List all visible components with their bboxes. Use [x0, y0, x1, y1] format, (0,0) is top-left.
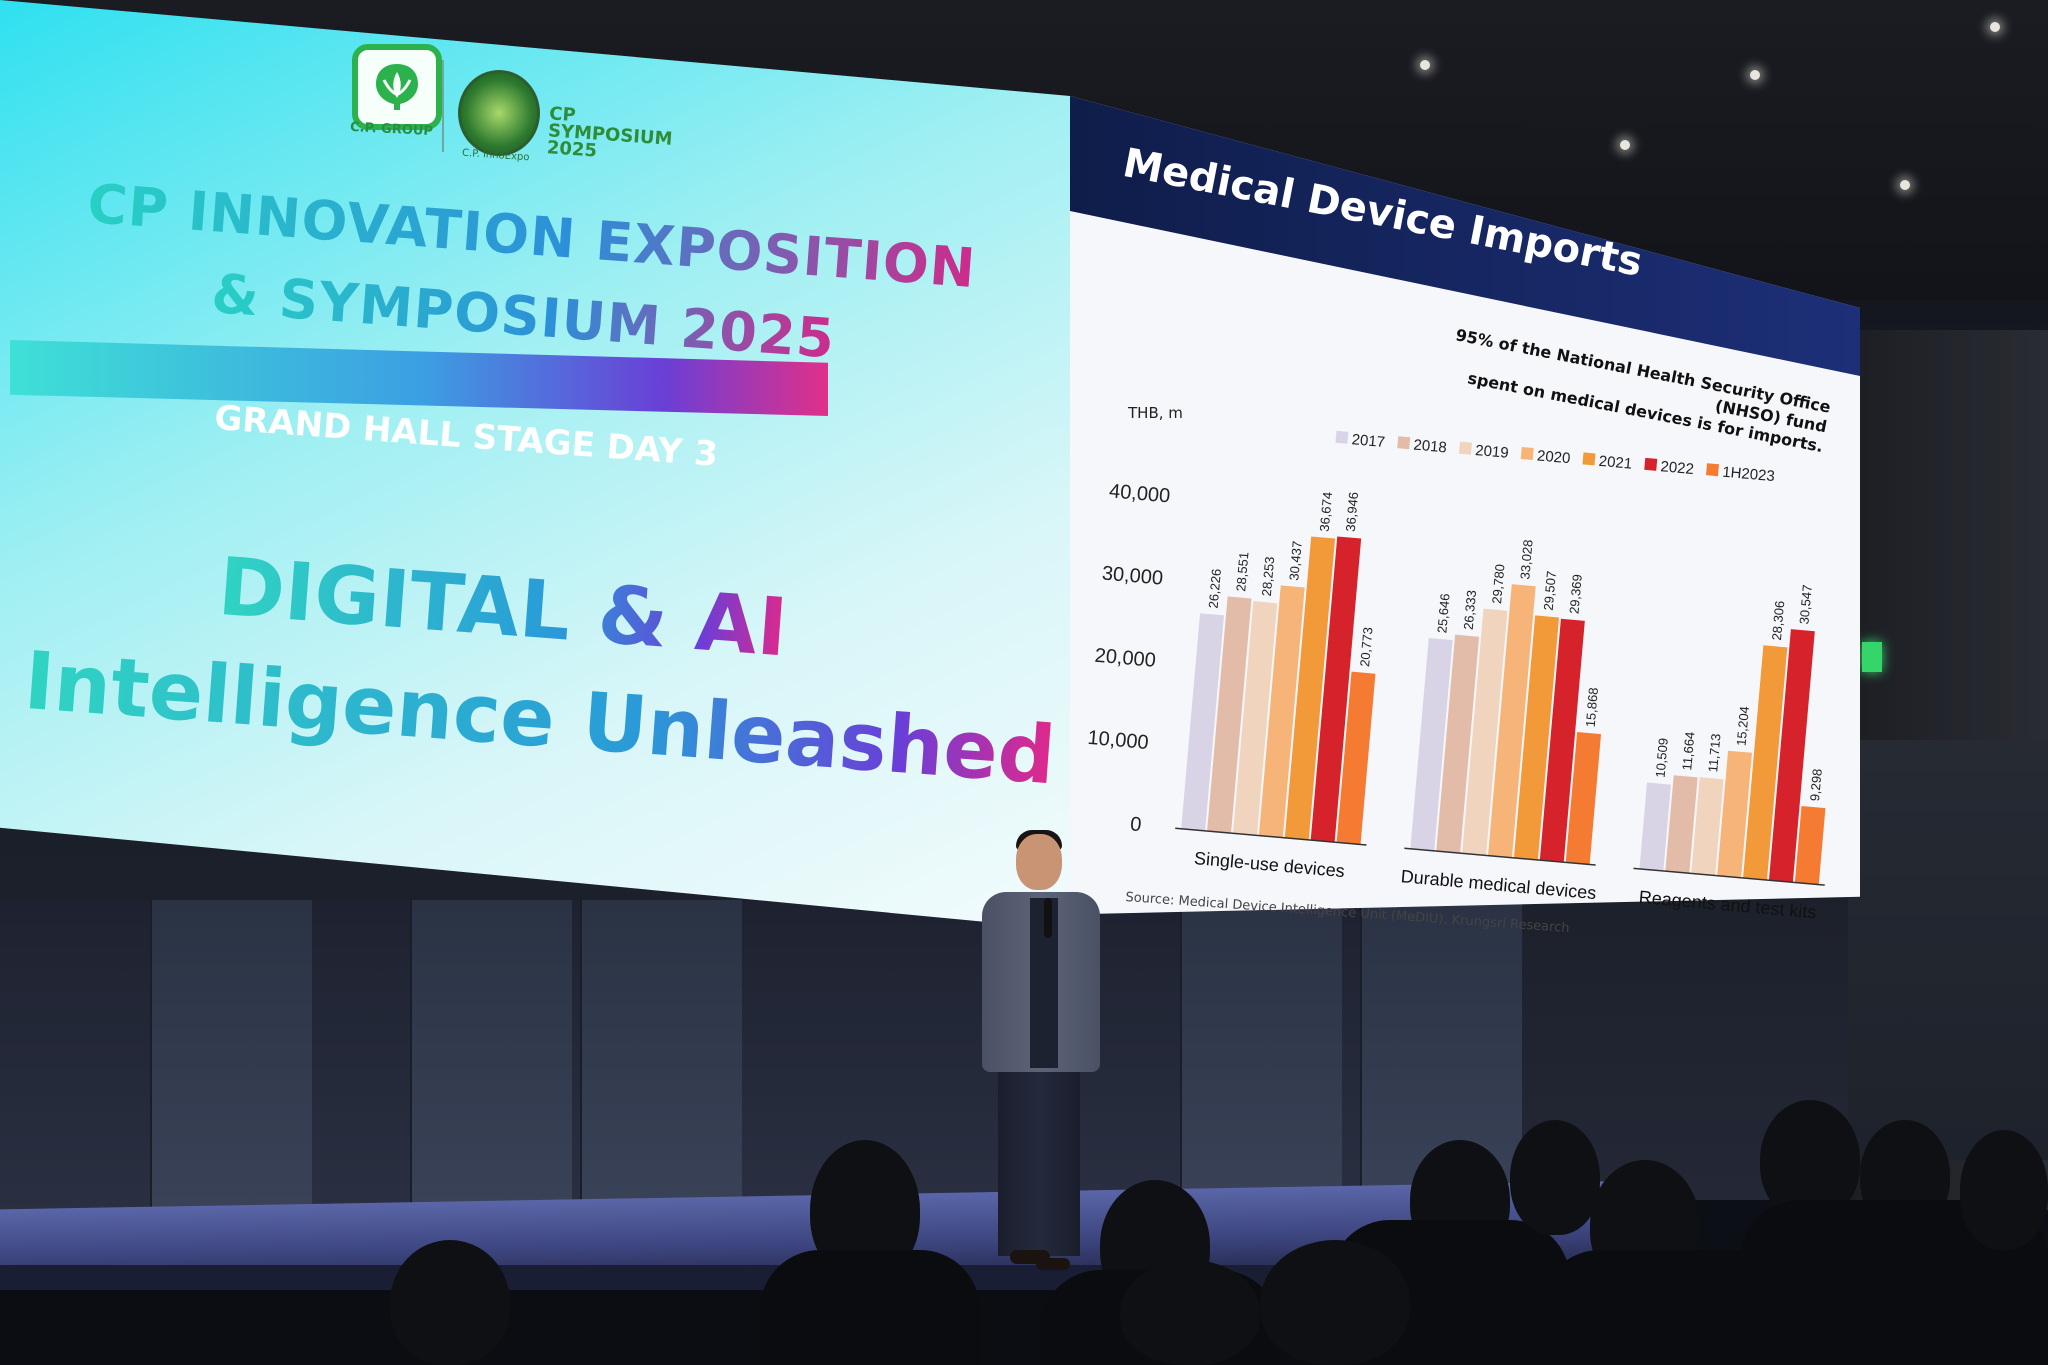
bar-data-label: 33,028	[1517, 539, 1535, 580]
y-tick-label: 20,000	[1094, 645, 1157, 672]
logo-divider	[442, 60, 444, 152]
bar	[1207, 596, 1252, 834]
bar	[1410, 638, 1453, 851]
bar	[1794, 806, 1826, 885]
ceiling-light	[1420, 60, 1430, 70]
bar	[1539, 618, 1585, 863]
bar	[1691, 777, 1724, 876]
ceiling-light	[1900, 180, 1910, 190]
stage-backdrop-panel	[580, 900, 742, 1210]
audience-head	[390, 1240, 510, 1365]
y-tick-label: 30,000	[1101, 562, 1164, 589]
legend-swatch	[1397, 436, 1411, 450]
legend-label: 2019	[1475, 442, 1510, 462]
chart-plot-group: 0 10,000 20,000 30,000 40,000 2017 2018 2019 202…	[1087, 430, 1826, 922]
ceiling-light	[1750, 70, 1760, 80]
bar-data-label: 36,674	[1317, 491, 1335, 532]
speaker-head	[1016, 834, 1062, 890]
legend-label: 2021	[1598, 453, 1633, 473]
bar-data-label: 25,646	[1434, 593, 1452, 634]
bar-data-label: 28,306	[1769, 600, 1787, 641]
bar	[1336, 671, 1376, 845]
legend-swatch	[1706, 463, 1720, 477]
bar-data-label: 28,253	[1259, 556, 1277, 597]
bar	[1665, 775, 1698, 874]
symposium-logo-text: CP SYMPOSIUM 2025	[546, 103, 674, 162]
stage-backdrop-panel	[150, 900, 312, 1210]
audience-shoulders	[760, 1250, 980, 1365]
y-tick-label: 0	[1129, 813, 1142, 836]
left-led-screen	[0, 0, 1070, 930]
bar-data-label: 20,773	[1357, 626, 1375, 667]
bar	[1284, 536, 1336, 840]
legend-label: 2017	[1351, 431, 1386, 451]
speaker-legs	[998, 1066, 1080, 1256]
bar-data-label: 26,333	[1461, 590, 1479, 631]
audience-head	[1120, 1260, 1260, 1365]
side-wall-panel	[1848, 740, 2048, 1160]
bar	[1436, 634, 1480, 854]
bar-data-label: 30,437	[1286, 540, 1304, 581]
microphone	[1044, 898, 1052, 938]
audience-head	[1510, 1120, 1600, 1235]
bar	[1258, 585, 1305, 838]
bar-data-label: 29,369	[1566, 574, 1584, 615]
x-axis-line	[1175, 827, 1367, 846]
bar	[1768, 629, 1815, 883]
bar	[1743, 645, 1788, 881]
bar	[1513, 615, 1560, 860]
bar-data-label: 29,507	[1541, 570, 1559, 611]
bar	[1232, 601, 1278, 836]
legend-swatch	[1335, 430, 1349, 444]
legend-swatch	[1644, 457, 1658, 471]
bar-data-label: 11,664	[1679, 731, 1697, 771]
legend-label: 2022	[1660, 458, 1695, 478]
bar	[1488, 584, 1536, 858]
bar-data-label: 36,946	[1343, 491, 1361, 532]
x-category-label: Durable medical devices	[1400, 866, 1597, 903]
legend-label: 2018	[1413, 437, 1448, 457]
bar-data-label: 15,868	[1583, 687, 1601, 728]
ceiling-light	[1620, 140, 1630, 150]
legend-swatch	[1582, 452, 1596, 466]
y-tick-label: 40,000	[1108, 480, 1171, 507]
bar-data-label: 10,509	[1653, 737, 1671, 778]
leaf-icon	[376, 64, 418, 110]
bar-data-label: 28,551	[1233, 551, 1251, 592]
legend-label: 2020	[1536, 447, 1571, 467]
stage-backdrop-panel	[1180, 900, 1342, 1210]
cp-group-logo	[352, 44, 442, 130]
x-category-label: Single-use devices	[1193, 848, 1345, 881]
bar-data-label: 30,547	[1796, 584, 1814, 625]
x-axis-line	[1404, 847, 1596, 866]
bar-data-label: 26,226	[1206, 568, 1224, 609]
y-tick-label: 10,000	[1087, 727, 1150, 754]
bar	[1310, 536, 1362, 843]
stage-backdrop-panel	[410, 900, 572, 1210]
legend-swatch	[1458, 441, 1472, 455]
bar-data-label: 11,713	[1705, 733, 1723, 773]
ceiling-light	[1990, 22, 2000, 32]
imports-bar-chart: 0 10,000 20,000 30,000 40,000 2017 2018 2019 202…	[1087, 430, 1826, 922]
audience-head	[1960, 1130, 2048, 1250]
audience-head	[1260, 1240, 1410, 1365]
x-axis-line	[1633, 867, 1825, 886]
chart-unit-label: THB, m	[1128, 404, 1183, 422]
innoexpo-logo	[458, 70, 540, 156]
slide-page-number: 3	[1832, 936, 1841, 950]
bar-data-label: 15,204	[1734, 706, 1752, 747]
x-category-label: Reagents and test kits	[1638, 887, 1817, 922]
speaker-shoe	[1036, 1258, 1070, 1270]
bar-data-label: 29,780	[1489, 563, 1507, 604]
bar-data-label: 9,298	[1807, 768, 1825, 802]
bar	[1462, 608, 1508, 856]
bar	[1565, 732, 1602, 865]
bar	[1717, 750, 1752, 878]
bar	[1181, 613, 1224, 831]
legend-label: 1H2023	[1722, 464, 1776, 486]
exit-sign	[1862, 642, 1882, 672]
bar	[1639, 782, 1671, 871]
legend-swatch	[1520, 447, 1534, 461]
